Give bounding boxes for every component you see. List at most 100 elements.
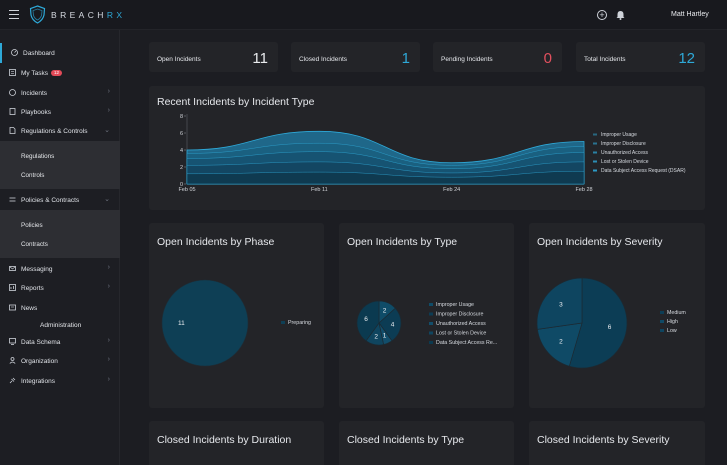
monitor-icon — [9, 338, 16, 345]
closed-duration-card: Closed Incidents by Duration — [149, 421, 324, 465]
sidebar-subitem-contracts[interactable]: Contracts — [21, 241, 48, 248]
x-tick-label: Feb 28 — [575, 187, 592, 193]
sidebar-subitem-regulations[interactable]: Regulations — [21, 153, 55, 160]
list-icon — [9, 69, 16, 76]
policies-submenu: Policies Contracts — [0, 210, 120, 258]
y-tick-label: 6 — [180, 131, 183, 137]
sidebar-item-playbooks[interactable]: Playbooks › — [0, 102, 120, 122]
legend-marker — [593, 151, 597, 154]
sidebar-subitem-policies[interactable]: Policies — [21, 222, 43, 229]
regulations-submenu: Regulations Controls — [0, 141, 120, 189]
sidebar-item-messaging[interactable]: Messaging › — [0, 259, 120, 279]
sidebar-item-policies-contracts[interactable]: Policies & Contracts ⌄ — [0, 190, 120, 210]
legend-label: Improper Disclosure — [436, 312, 483, 318]
y-tick-label: 2 — [180, 165, 183, 171]
y-tick-label: 0 — [180, 182, 183, 188]
sidebar-item-regulations-controls[interactable]: Regulations & Controls ⌄ — [0, 121, 120, 141]
chevron-down-icon: ⌄ — [104, 127, 110, 134]
legend-label: Improper Disclosure — [601, 141, 646, 147]
y-tick-label: 8 — [180, 114, 183, 120]
sidebar-item-news[interactable]: News — [0, 298, 120, 318]
card-title: Open Incidents by Type — [347, 236, 458, 248]
pie-value-label: 2 — [559, 338, 563, 345]
stat-card-open[interactable]: Open Incidents 11 — [149, 42, 278, 72]
legend-marker — [429, 322, 433, 325]
stat-card-total[interactable]: Total Incidents 12 — [576, 42, 705, 72]
pie-slice — [378, 307, 402, 342]
legend-label: Lost or Stolen Device — [436, 331, 486, 337]
chevron-down-icon: ⌄ — [104, 196, 110, 203]
user-menu[interactable]: Matt Hartley — [671, 11, 709, 18]
legend-label: Low — [667, 328, 677, 334]
bars-icon — [9, 197, 16, 202]
legend-label: Improper Usage — [436, 302, 474, 308]
legend-marker — [429, 312, 433, 316]
sidebar-item-reports[interactable]: Reports › — [0, 278, 120, 298]
legend-label: Improper Usage — [601, 132, 637, 138]
legend-label: Unauthorized Access — [436, 321, 486, 327]
severity-card: Open Incidents by Severity 6 2 3 Medium High… — [529, 223, 705, 408]
legend-label: Preparing — [288, 320, 311, 326]
top-bar: BREACHRX + Matt Hartley — [0, 0, 727, 30]
stat-label: Closed Incidents — [299, 56, 348, 63]
severity-pie-chart: 6 2 3 Medium High Low — [536, 277, 686, 369]
legend-label: Medium — [667, 310, 686, 316]
stat-value: 11 — [252, 50, 268, 67]
stat-value: 0 — [543, 50, 552, 67]
sidebar-item-my-tasks[interactable]: My Tasks 12 — [0, 63, 120, 83]
stat-card-pending[interactable]: Pending Incidents 0 — [433, 42, 562, 72]
x-tick-label: Feb 11 — [311, 187, 328, 193]
sidebar-item-dashboard[interactable]: Dashboard — [0, 43, 120, 63]
sidebar-item-incidents[interactable]: Incidents › — [0, 83, 120, 103]
stat-label: Pending Incidents — [441, 56, 493, 63]
card-title: Open Incidents by Severity — [537, 236, 663, 248]
phase-card: Open Incidents by Phase 11 Preparing — [149, 223, 324, 408]
circle-icon — [9, 89, 16, 96]
card-title: Closed Incidents by Duration — [157, 434, 292, 446]
card-title: Open Incidents by Phase — [157, 236, 275, 248]
card-title: Recent Incidents by Incident Type — [157, 96, 315, 108]
chevron-right-icon: › — [107, 337, 110, 344]
sidebar-subitem-controls[interactable]: Controls — [21, 172, 45, 179]
area-chart: 0 2 4 6 8 Feb 05 Feb 11 Feb 24 Feb 28 Improper Us… — [178, 114, 686, 193]
card-title: Closed Incidents by Type — [347, 434, 465, 446]
y-tick-label: 4 — [180, 148, 183, 154]
sidebar-item-integrations[interactable]: Integrations › — [0, 371, 120, 391]
pie-slice — [536, 277, 583, 330]
pie-slice — [537, 322, 583, 367]
person-icon — [9, 357, 16, 364]
sidebar-item-organization[interactable]: Organization › — [0, 351, 120, 371]
pie-value-label: 2 — [383, 308, 387, 315]
plus-circle-icon[interactable]: + — [597, 10, 607, 20]
legend-label: Data Subject Access Request (DSAR) — [601, 168, 686, 174]
chevron-right-icon: › — [107, 264, 110, 271]
gauge-icon — [11, 49, 18, 56]
chevron-right-icon: › — [107, 356, 110, 363]
legend-marker — [593, 133, 597, 136]
x-tick-label: Feb 24 — [443, 187, 460, 193]
chevron-right-icon: › — [107, 376, 110, 383]
pie-value-label: 2 — [374, 333, 378, 340]
task-count-badge: 12 — [50, 70, 62, 76]
doc-icon — [9, 127, 16, 134]
legend-label: Data Subject Access Re... — [436, 340, 497, 346]
pie-value-label: 4 — [391, 321, 395, 328]
sidebar-item-label: My Tasks — [21, 70, 48, 77]
type-card: Open Incidents by Type 2 4 1 2 6 Improper Usa… — [339, 223, 514, 408]
legend-marker — [593, 160, 597, 163]
stat-label: Total Incidents — [584, 56, 626, 63]
menu-icon[interactable] — [9, 10, 19, 19]
legend-marker — [593, 169, 597, 172]
stat-label: Open Incidents — [157, 56, 201, 63]
plug-icon — [9, 377, 16, 384]
sidebar-item-data-schema[interactable]: Data Schema › — [0, 332, 120, 352]
stat-card-closed[interactable]: Closed Incidents 1 — [291, 42, 420, 72]
pie-value-label: 3 — [559, 302, 563, 309]
phase-pie-chart: 11 Preparing — [161, 279, 311, 367]
card-title: Closed Incidents by Severity — [537, 434, 670, 446]
bell-icon[interactable] — [616, 10, 625, 20]
news-icon — [9, 304, 16, 311]
legend-marker — [660, 329, 664, 332]
administration-heading: Administration — [40, 322, 82, 329]
legend-marker — [660, 311, 664, 314]
